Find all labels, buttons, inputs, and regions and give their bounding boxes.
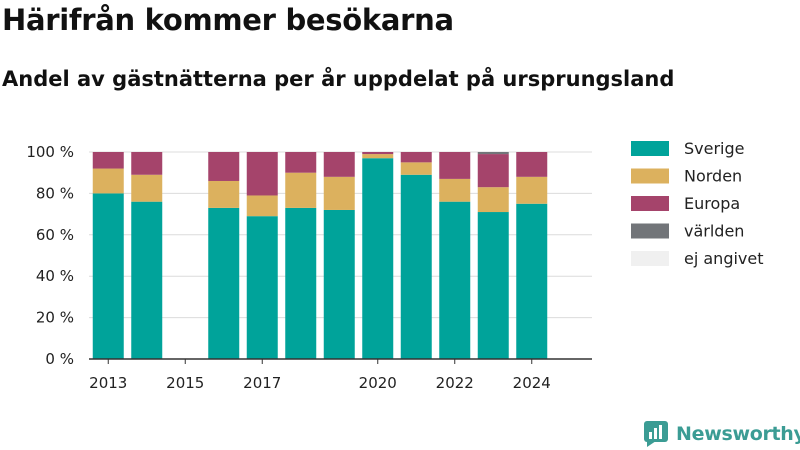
x-axis-tick-labels: 2013 2015 2017 2020 2022 2024 [89, 359, 551, 392]
brand-name: Newsworthy [676, 423, 800, 445]
bar-segment [400, 174, 432, 359]
legend-swatch [631, 196, 669, 211]
x-tick-label: 2022 [436, 374, 474, 392]
legend-label: Norden [684, 167, 742, 186]
legend-label: världen [684, 222, 744, 241]
bar-stacks [89, 152, 592, 360]
bar-segment [439, 152, 471, 179]
legend-label: ej angivet [684, 249, 764, 268]
bar-segment [400, 162, 432, 175]
bar-segment [477, 152, 509, 155]
bar-segment [516, 176, 548, 204]
newsworthy-logo-icon [644, 421, 668, 447]
bar-segment [439, 178, 471, 202]
legend-swatch [631, 251, 669, 266]
bar-segment [516, 203, 548, 359]
bar-segment [92, 152, 124, 169]
bar-segment [131, 152, 163, 175]
bar-segment [323, 209, 355, 359]
bar-segment [131, 174, 163, 202]
bar-segment [285, 172, 317, 208]
x-tick-label: 2013 [89, 374, 127, 392]
bar-segment [208, 207, 240, 359]
bar-segment [477, 154, 509, 188]
legend-swatch [631, 168, 669, 184]
legend-swatch [631, 223, 669, 239]
bar-segment [246, 195, 278, 217]
bar-segment [131, 201, 163, 359]
bar-segment [285, 152, 317, 173]
chart-title: Härifrån kommer besökarna [2, 3, 454, 37]
x-tick-label: 2024 [513, 374, 551, 392]
legend: Sverige Norden Europa världen ej angivet [631, 139, 764, 268]
y-tick-label: 60 % [36, 226, 74, 244]
bar-segment [246, 152, 278, 196]
x-tick-label: 2020 [359, 374, 397, 392]
bar-segment [439, 201, 471, 359]
legend-label: Sverige [684, 139, 745, 158]
y-tick-label: 20 % [36, 309, 74, 327]
legend-swatch [631, 141, 669, 156]
y-axis-tick-labels: 0 % 20 % 40 % 60 % 80 % 100 % [26, 143, 74, 368]
bar-segment [362, 154, 394, 159]
bar-segment [246, 216, 278, 359]
bar-segment [92, 193, 124, 359]
bar-segment [285, 207, 317, 359]
bar-segment [323, 152, 355, 177]
newsworthy-brand: Newsworthy [644, 420, 800, 448]
bar-segment [516, 152, 548, 177]
bar-segment [323, 176, 355, 210]
chart-subtitle: Andel av gästnätterna per år uppdelat på… [2, 67, 675, 91]
x-tick-label: 2017 [243, 374, 281, 392]
bar-segment [92, 168, 124, 194]
y-tick-label: 40 % [36, 267, 74, 285]
bar-segment [400, 152, 432, 163]
legend-label: Europa [684, 194, 740, 213]
bar-segment [477, 212, 509, 359]
y-tick-label: 0 % [45, 350, 74, 368]
bar-segment [362, 152, 394, 155]
y-tick-label: 100 % [26, 143, 74, 161]
bar-segment [208, 152, 240, 181]
x-tick-label: 2015 [166, 374, 204, 392]
bar-segment [477, 187, 509, 213]
bar-segment [362, 158, 394, 359]
bar-segment [208, 180, 240, 208]
y-tick-label: 80 % [36, 184, 74, 202]
